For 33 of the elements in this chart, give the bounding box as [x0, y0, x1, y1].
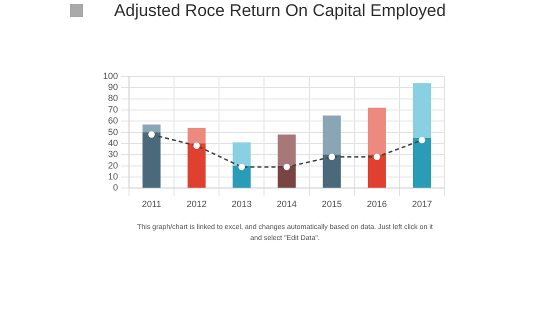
- x-tick-label: 2015: [322, 199, 342, 210]
- bar: [322, 116, 341, 155]
- bar: [412, 138, 431, 188]
- bar: [322, 154, 341, 188]
- bar: [188, 143, 206, 188]
- bar: [278, 134, 296, 166]
- bar: [232, 142, 251, 166]
- x-tick-label: 2013: [232, 199, 252, 210]
- y-tick-label: 20: [108, 160, 118, 170]
- bar: [142, 132, 161, 188]
- x-tick-label: 2017: [412, 199, 432, 210]
- x-tick-label: 2012: [186, 199, 207, 210]
- x-tick-label: 2011: [142, 199, 162, 210]
- y-tick-label: 0: [113, 182, 118, 193]
- y-tick-label: 90: [108, 82, 118, 92]
- bar: [368, 154, 386, 188]
- bar: [278, 166, 296, 188]
- bar: [142, 124, 161, 132]
- bar: [232, 166, 251, 188]
- bar: [412, 83, 431, 138]
- y-tick-label: 10: [108, 172, 118, 182]
- y-tick-label: 50: [108, 126, 118, 137]
- y-tick-label: 30: [108, 149, 118, 160]
- chart-title: Adjusted Roce Return On Capital Employed: [113, 0, 447, 22]
- bar: [188, 128, 206, 144]
- y-tick-label: 60: [108, 116, 118, 126]
- x-tick-label: 2014: [276, 199, 297, 210]
- y-tick-label: 80: [108, 93, 118, 104]
- y-tick-label: 70: [108, 104, 118, 114]
- bar: [368, 108, 386, 155]
- x-tick-label: 2016: [366, 199, 387, 210]
- y-tick-label: 40: [108, 138, 118, 148]
- y-tick-label: 100: [102, 70, 118, 81]
